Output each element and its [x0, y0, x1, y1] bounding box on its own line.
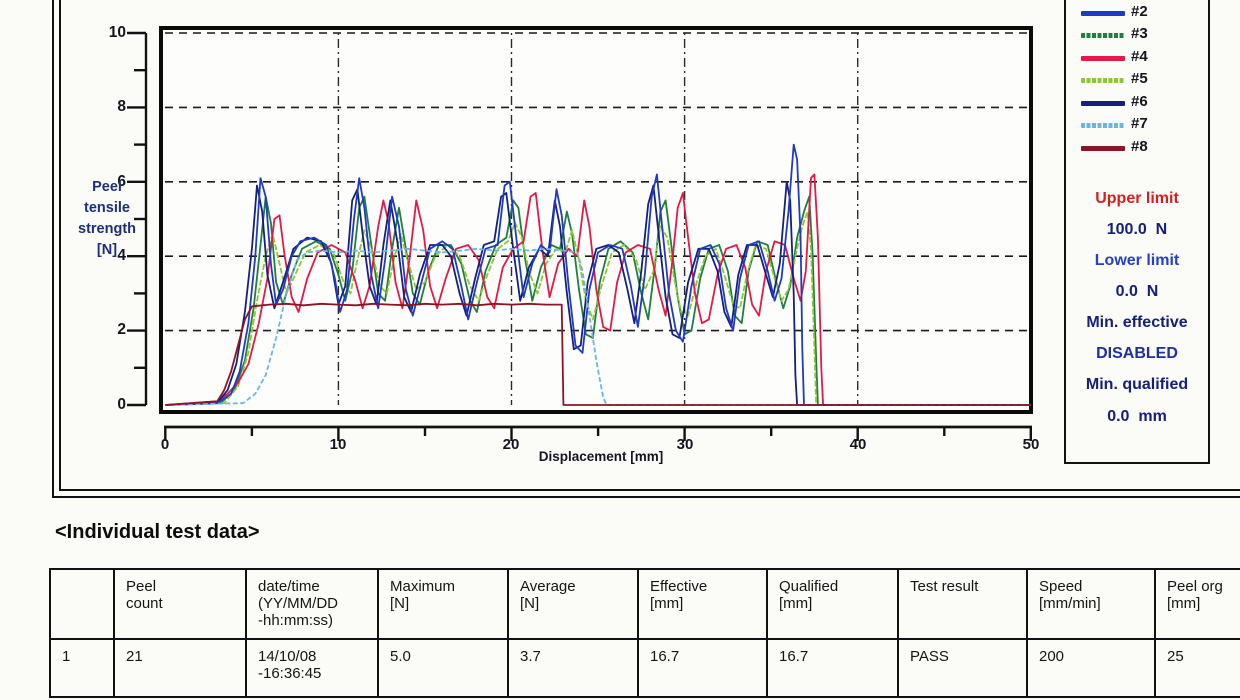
- column-header-5: Effective [mm]: [637, 568, 768, 640]
- lower-limit-label: Lower limit: [1094, 252, 1180, 269]
- y-tick-10: 10: [108, 24, 126, 41]
- x-tick-50: 50: [1022, 436, 1040, 453]
- chart-panel-border: [52, 0, 1240, 498]
- curve-series-5: [165, 210, 1031, 406]
- x-tick-30: 30: [676, 436, 694, 453]
- y-axis-label: Peel tensile strength [N]: [78, 179, 136, 258]
- x-axis-label: Displacement [mm]: [538, 449, 664, 464]
- min-qualified-label: Min. qualified: [1085, 376, 1189, 393]
- curve-series-3: [165, 195, 1031, 406]
- x-tick-10: 10: [329, 436, 347, 453]
- min-qualified-value: 0.0 mm: [1107, 408, 1167, 425]
- legend-label-series-4: #4: [1131, 47, 1148, 65]
- y-tick-2: 2: [117, 321, 126, 338]
- y-axis: [127, 31, 148, 407]
- cell-r0-c7: PASS: [897, 638, 1028, 698]
- cell-r0-c8: 200: [1026, 638, 1156, 698]
- table-row: 1 21 14/10/08 -16:36:45 5.0 3.7 16.7 16.7 PASS 2…: [49, 638, 1240, 698]
- table-header-row: Peel count date/time (YY/MM/DD -hh:mm:ss)…: [49, 568, 1240, 640]
- column-header-3: Maximum [N]: [377, 568, 509, 640]
- legend-line-series-7: [1081, 123, 1125, 128]
- legend-line-series-5: [1081, 78, 1125, 83]
- cell-r0-c5: 16.7: [637, 638, 768, 698]
- legend-label-series-5: #5: [1131, 70, 1148, 87]
- upper-limit-value: 100.0 N: [1106, 221, 1168, 238]
- cell-r0-c0: 1: [49, 638, 115, 698]
- min-effective-label: Min. effective: [1086, 314, 1188, 331]
- lower-limit-value: 0.0 N: [1115, 283, 1159, 300]
- min-effective-value: DISABLED: [1096, 345, 1178, 362]
- column-header-1: Peel count: [113, 568, 247, 640]
- legend-label-series-8: #8: [1131, 137, 1148, 155]
- column-header-9: Peel org [mm]: [1154, 568, 1240, 640]
- column-header-4: Average [N]: [507, 568, 639, 640]
- legend-label-series-3: #3: [1131, 25, 1148, 42]
- x-tick-0: 0: [160, 436, 170, 453]
- plot-box: [159, 26, 1033, 414]
- column-header-2: date/time (YY/MM/DD -hh:mm:ss): [245, 568, 379, 640]
- legend-line-series-2: [1081, 10, 1125, 16]
- vertical-gridlines: [337, 33, 859, 405]
- data-curves: [165, 143, 1031, 406]
- cell-r0-c9: 25: [1154, 638, 1240, 698]
- x-tick-40: 40: [849, 436, 867, 453]
- legend-label-series-6: #6: [1131, 92, 1148, 110]
- cell-r0-c4: 3.7: [507, 638, 639, 698]
- x-tick-20: 20: [502, 436, 520, 453]
- horizontal-gridlines: [165, 32, 1029, 332]
- cell-r0-c1: 21: [113, 638, 247, 698]
- cell-r0-c6: 16.7: [766, 638, 899, 698]
- curve-series-8: [165, 302, 1031, 406]
- legend-label-series-7: #7: [1131, 115, 1148, 132]
- curve-series-2: [165, 143, 1031, 406]
- column-header-7: Test result: [897, 568, 1028, 640]
- cell-r0-c2: 14/10/08 -16:36:45: [245, 638, 379, 698]
- legend-line-series-4: [1081, 55, 1125, 61]
- legend-line-series-3: [1081, 33, 1125, 38]
- cell-r0-c3: 5.0: [377, 638, 509, 698]
- legend-box: [1064, 0, 1210, 464]
- y-tick-8: 8: [117, 98, 126, 115]
- section-title: <Individual test data>: [55, 521, 260, 543]
- curve-series-7: [165, 247, 1031, 406]
- column-header-0: [49, 568, 115, 640]
- upper-limit-label: Upper limit: [1095, 190, 1179, 207]
- column-header-6: Qualified [mm]: [766, 568, 899, 640]
- y-tick-4: 4: [117, 247, 126, 264]
- y-tick-6: 6: [117, 173, 126, 190]
- legend-label-series-2: #2: [1131, 2, 1148, 20]
- individual-test-data-table: Peel count date/time (YY/MM/DD -hh:mm:ss)…: [49, 568, 1240, 698]
- legend-line-series-8: [1081, 145, 1125, 151]
- x-axis: [164, 425, 1033, 441]
- column-header-8: Speed [mm/min]: [1026, 568, 1156, 640]
- y-tick-0: 0: [117, 396, 126, 413]
- legend-line-series-6: [1081, 100, 1125, 106]
